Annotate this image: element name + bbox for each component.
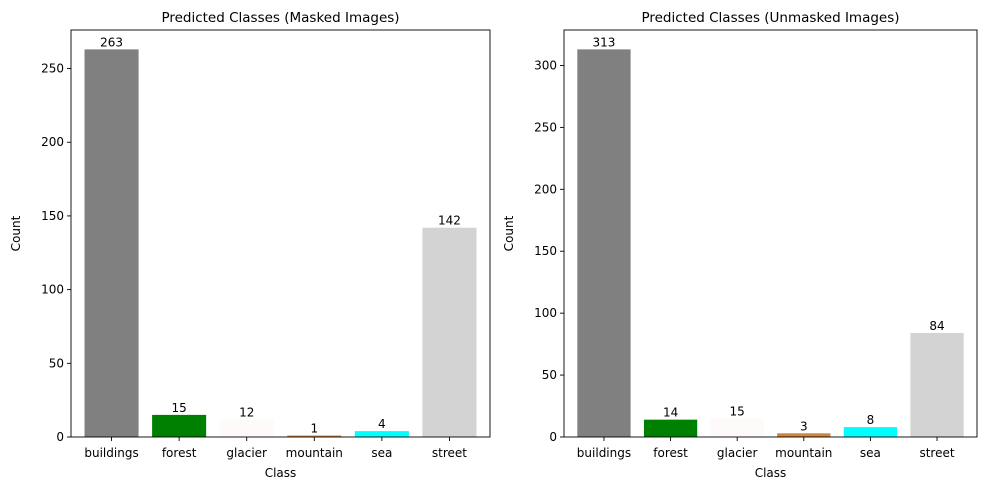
bar-value-label: 3 (800, 419, 808, 433)
bar-street (910, 332, 964, 437)
x-tick-label: forest (162, 446, 197, 460)
bar-value-label: 8 (867, 413, 875, 427)
x-tick-label: buildings (577, 446, 631, 460)
bar-value-label: 1 (310, 422, 318, 436)
plot-frame (70, 29, 491, 438)
x-tick-label: mountain (286, 446, 343, 460)
bar-value-label: 15 (730, 404, 745, 418)
chart-title: Predicted Classes (Unmasked Images) (641, 10, 899, 26)
y-tick-label: 50 (542, 368, 557, 382)
x-tick-label: street (919, 446, 954, 460)
y-tick-label: 50 (49, 356, 64, 370)
bar-value-label: 263 (100, 35, 123, 49)
masked-chart: 263 15 12 1 4 142 buildings forest glacier mounta… (9, 10, 491, 480)
chart-title: Predicted Classes (Masked Images) (161, 10, 399, 26)
bar-value-label: 4 (378, 417, 386, 431)
bar-sea (843, 427, 898, 437)
x-axis-label: Class (265, 466, 297, 480)
x-tick-label: buildings (84, 446, 138, 460)
bar-forest (152, 414, 207, 437)
y-tick-label: 250 (41, 62, 64, 76)
bar-buildings (577, 49, 631, 437)
x-tick-label: glacier (226, 446, 267, 460)
bar-value-label: 142 (438, 214, 461, 228)
bar-value-label: 14 (663, 406, 678, 420)
bar-sea (354, 431, 409, 437)
unmasked-chart: 313 14 15 3 8 84 buildings forest glacier mountai… (502, 10, 978, 480)
y-tick-label: 0 (56, 430, 64, 444)
y-tick-label: 300 (534, 58, 557, 72)
bar-mountain (287, 435, 342, 437)
bar-mountain (777, 433, 831, 437)
bar-glacier (710, 418, 764, 437)
bar-value-label: 12 (239, 405, 254, 419)
y-tick-label: 150 (534, 244, 557, 258)
bar-buildings (84, 49, 139, 437)
x-axis-label: Class (755, 466, 787, 480)
y-tick-label: 200 (534, 182, 557, 196)
y-tick-label: 0 (549, 430, 557, 444)
plot-frame (563, 29, 978, 438)
y-axis-label: Count (9, 215, 23, 251)
y-tick-label: 100 (41, 283, 64, 297)
bar-value-label: 313 (593, 35, 616, 49)
x-tick-label: forest (653, 446, 688, 460)
x-tick-label: sea (860, 446, 881, 460)
y-tick-label: 150 (41, 209, 64, 223)
y-axis-label: Count (502, 215, 516, 251)
bar-forest (643, 419, 698, 437)
x-tick-label: street (432, 446, 467, 460)
x-tick-label: mountain (775, 446, 832, 460)
y-tick-label: 100 (534, 306, 557, 320)
bar-glacier (219, 419, 274, 437)
bar-value-label: 84 (929, 319, 944, 333)
y-tick-label: 250 (534, 120, 557, 134)
x-tick-label: glacier (717, 446, 758, 460)
bar-value-label: 15 (171, 401, 186, 415)
x-tick-label: sea (371, 446, 392, 460)
bar-street (422, 227, 477, 437)
y-tick-label: 200 (41, 135, 64, 149)
